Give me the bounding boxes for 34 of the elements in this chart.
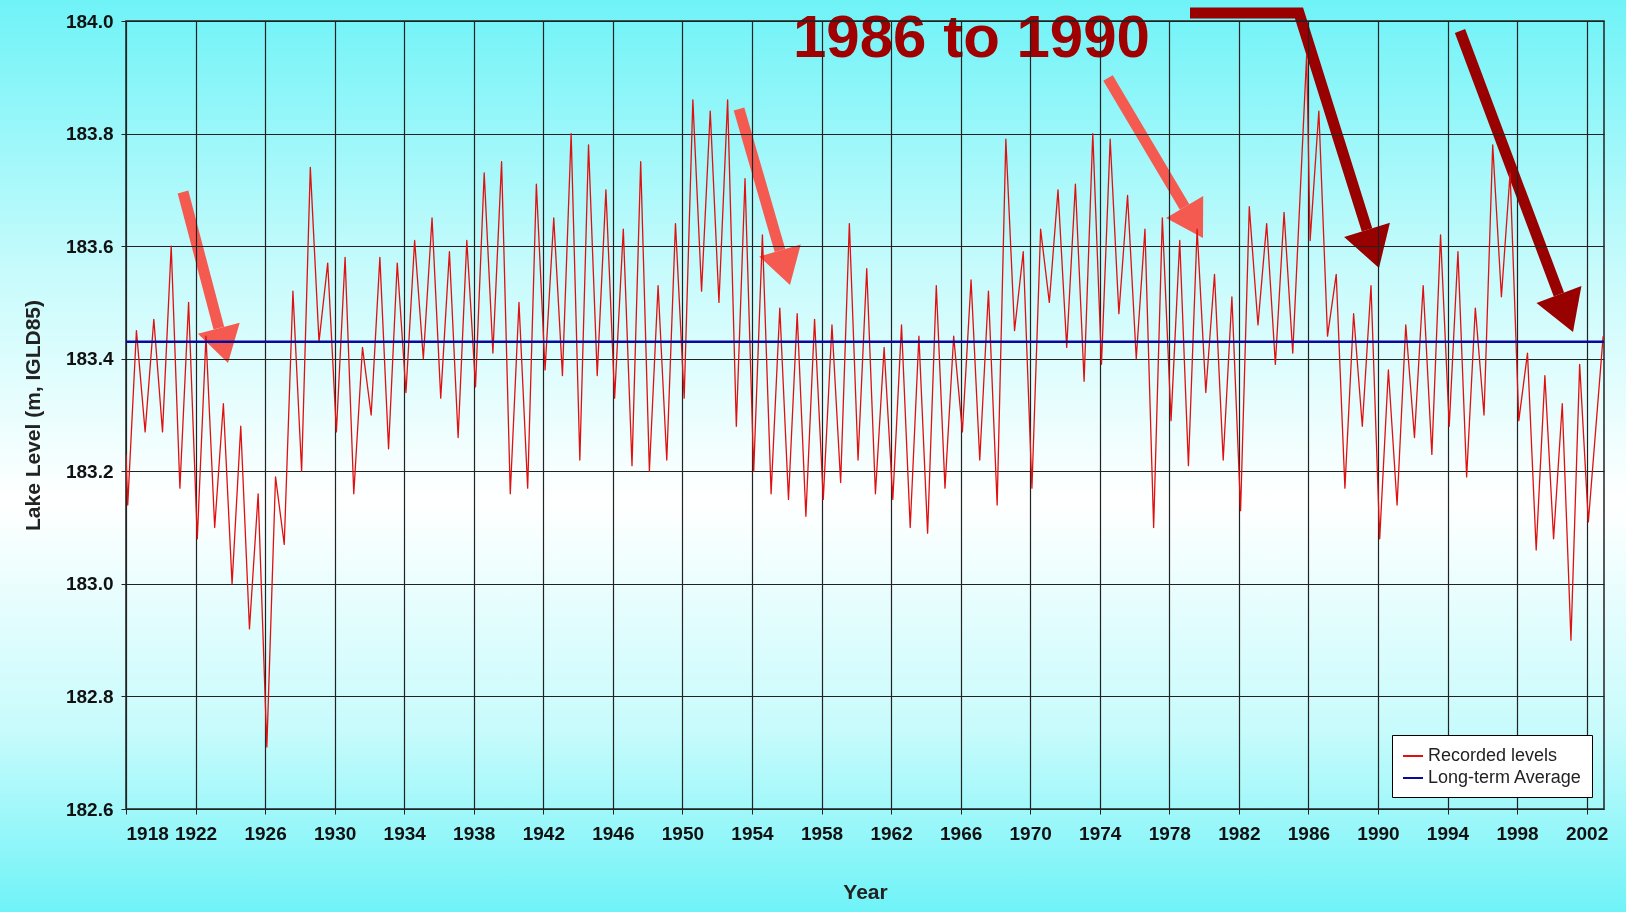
x-tick-label: 1922	[174, 822, 218, 844]
x-tick-label: 1942	[522, 822, 565, 844]
x-tick-label: 1938	[453, 822, 496, 844]
x-tick-label: 1930	[314, 822, 357, 844]
x-tick-label: 1970	[1009, 822, 1052, 844]
y-tick-label: 183.2	[65, 460, 114, 482]
x-tick-label: 1946	[592, 822, 635, 844]
x-tick-label: 1958	[800, 822, 844, 844]
x-tick-label: 1978	[1148, 822, 1191, 844]
x-tick-label: 1994	[1426, 822, 1470, 844]
x-tick-label: 1918	[126, 822, 169, 844]
y-tick-label: 184.0	[65, 10, 114, 32]
legend-label: Long-term Average	[1428, 767, 1581, 787]
y-tick-label: 182.8	[65, 685, 114, 707]
y-tick-label: 183.0	[65, 573, 114, 595]
y-tick-label: 183.4	[65, 348, 114, 370]
x-tick-label: 1982	[1218, 822, 1261, 844]
legend-label: Recorded levels	[1428, 745, 1558, 765]
x-tick-label: 1966	[939, 822, 983, 844]
y-tick-label: 182.6	[65, 798, 114, 820]
y-tick-label: 183.6	[65, 235, 114, 257]
y-axis-title: Lake Level (m, IGLD85)	[20, 299, 44, 532]
y-tick-label: 183.8	[65, 123, 114, 145]
x-tick-label: 1974	[1079, 822, 1122, 844]
x-tick-label: 1954	[731, 822, 775, 844]
x-tick-label: 1950	[661, 822, 705, 844]
x-tick-label: 1926	[244, 822, 287, 844]
x-tick-label: 1986	[1287, 822, 1331, 844]
x-tick-label: 1998	[1496, 822, 1539, 844]
x-axis-title: Year	[843, 879, 888, 903]
x-tick-label: 1962	[870, 822, 913, 844]
x-tick-label: 1934	[383, 822, 427, 844]
x-tick-label: 1990	[1357, 822, 1400, 844]
x-tick-label: 2002	[1565, 822, 1609, 844]
